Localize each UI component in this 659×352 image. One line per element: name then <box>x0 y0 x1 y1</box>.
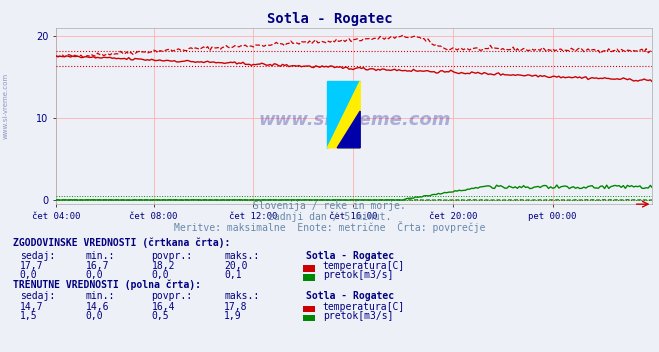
Text: Slovenija / reke in morje.: Slovenija / reke in morje. <box>253 201 406 212</box>
Text: min.:: min.: <box>86 251 115 261</box>
Text: 14,7: 14,7 <box>20 302 43 312</box>
Text: 17,7: 17,7 <box>20 261 43 271</box>
Text: ZGODOVINSKE VREDNOSTI (črtkana črta):: ZGODOVINSKE VREDNOSTI (črtkana črta): <box>13 238 231 249</box>
Text: min.:: min.: <box>86 291 115 301</box>
Text: 0,5: 0,5 <box>152 310 169 321</box>
Text: TRENUTNE VREDNOSTI (polna črta):: TRENUTNE VREDNOSTI (polna črta): <box>13 279 201 290</box>
Text: sedaj:: sedaj: <box>20 291 55 301</box>
Text: 14,6: 14,6 <box>86 302 109 312</box>
Text: povpr.:: povpr.: <box>152 251 192 261</box>
Text: pretok[m3/s]: pretok[m3/s] <box>323 310 393 321</box>
Polygon shape <box>337 111 360 148</box>
Text: Sotla - Rogatec: Sotla - Rogatec <box>306 291 395 301</box>
Text: www.si-vreme.com: www.si-vreme.com <box>2 73 9 139</box>
Text: 18,2: 18,2 <box>152 261 175 271</box>
Text: sedaj:: sedaj: <box>20 251 55 261</box>
Text: zadnji dan / 5 minut.: zadnji dan / 5 minut. <box>268 212 391 222</box>
Polygon shape <box>328 81 360 148</box>
Text: 0,0: 0,0 <box>86 270 103 280</box>
Polygon shape <box>328 81 360 148</box>
Text: povpr.:: povpr.: <box>152 291 192 301</box>
Text: 20,0: 20,0 <box>224 261 248 271</box>
Text: 0,0: 0,0 <box>20 270 38 280</box>
Text: Sotla - Rogatec: Sotla - Rogatec <box>267 12 392 26</box>
Text: 16,4: 16,4 <box>152 302 175 312</box>
Text: 0,0: 0,0 <box>152 270 169 280</box>
Text: temperatura[C]: temperatura[C] <box>323 302 405 312</box>
Text: Meritve: maksimalne  Enote: metrične  Črta: povprečje: Meritve: maksimalne Enote: metrične Črta… <box>174 221 485 233</box>
Text: 0,0: 0,0 <box>86 310 103 321</box>
Text: www.si-vreme.com: www.si-vreme.com <box>258 111 451 129</box>
Text: 1,9: 1,9 <box>224 310 242 321</box>
Text: 16,7: 16,7 <box>86 261 109 271</box>
Text: pretok[m3/s]: pretok[m3/s] <box>323 270 393 280</box>
Text: Sotla - Rogatec: Sotla - Rogatec <box>306 251 395 261</box>
Text: temperatura[C]: temperatura[C] <box>323 261 405 271</box>
Text: 0,1: 0,1 <box>224 270 242 280</box>
Text: maks.:: maks.: <box>224 291 259 301</box>
Text: 17,8: 17,8 <box>224 302 248 312</box>
Text: maks.:: maks.: <box>224 251 259 261</box>
Text: 1,5: 1,5 <box>20 310 38 321</box>
